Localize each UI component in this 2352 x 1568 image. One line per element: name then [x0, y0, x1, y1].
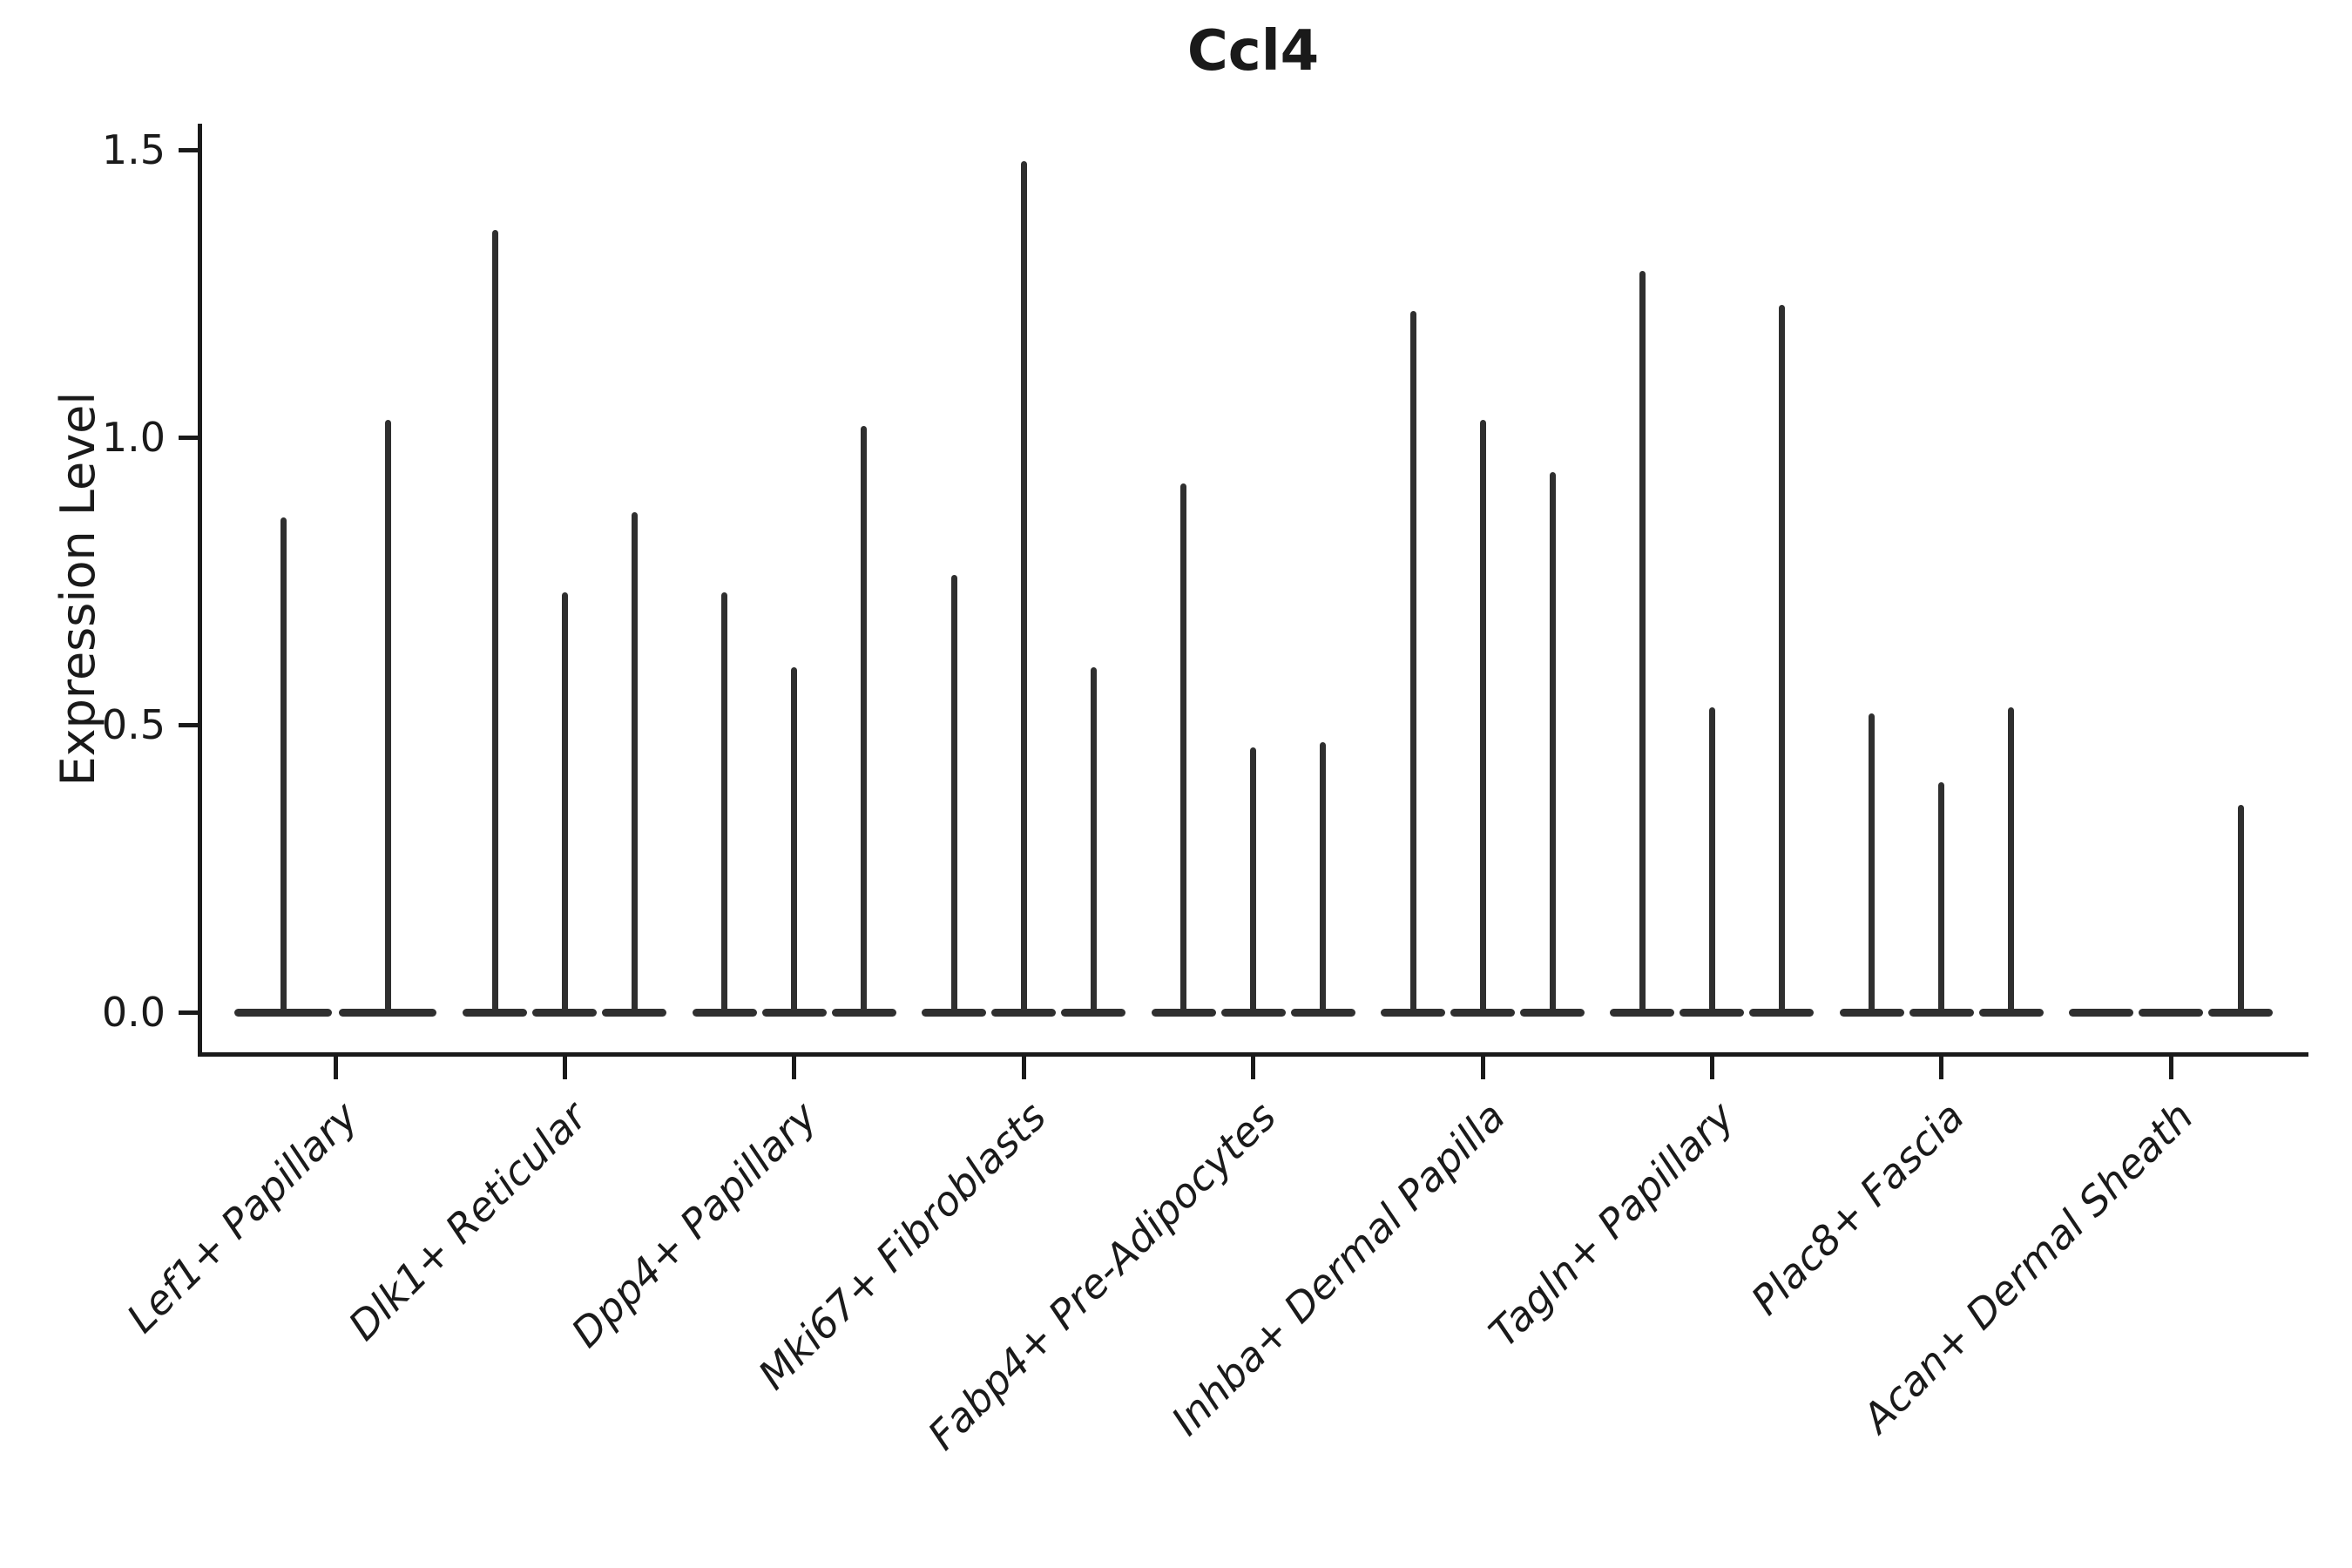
- y-tick-label: 1.5: [101, 126, 166, 173]
- violin-spike: [384, 420, 391, 1015]
- x-axis-tick-label: Acan+ Dermal Sheath: [1853, 1092, 2203, 1442]
- x-axis-tick: [333, 1057, 338, 1079]
- x-axis-tick: [1939, 1057, 1944, 1079]
- y-tick-label: 1.0: [101, 414, 166, 461]
- x-axis-tick: [2168, 1057, 2173, 1079]
- violin-spike: [1708, 707, 1715, 1015]
- violin-spike: [1479, 420, 1486, 1015]
- plot-area: [198, 124, 2308, 1057]
- x-axis-tick: [1021, 1057, 1026, 1079]
- y-axis-tick: [179, 722, 198, 727]
- violin-spike: [1409, 310, 1416, 1015]
- violin-spike: [2237, 805, 2244, 1015]
- violin-spike: [1250, 747, 1257, 1015]
- x-axis-tick-label: Dlk1+ Reticular: [339, 1092, 597, 1350]
- y-axis-tick: [179, 147, 198, 152]
- chart-title: Ccl4: [1186, 19, 1320, 84]
- violin-spike: [861, 425, 868, 1015]
- x-axis-tick: [1251, 1057, 1256, 1079]
- violin-spike: [561, 592, 568, 1015]
- x-axis-tick: [792, 1057, 797, 1079]
- violin-spike: [1180, 483, 1187, 1015]
- x-axis-tick-label: Dpp4+ Papillary: [562, 1092, 826, 1357]
- violin-spike: [1869, 713, 1876, 1015]
- y-axis-tick: [179, 435, 198, 440]
- y-axis-label: Expression Level: [51, 391, 105, 787]
- y-tick-label: 0.0: [101, 989, 166, 1036]
- x-axis-tick: [562, 1057, 567, 1079]
- y-tick-label: 0.5: [101, 701, 166, 748]
- violin-base: [2139, 1008, 2204, 1017]
- violin-spike: [1549, 471, 1556, 1015]
- y-axis-tick: [179, 1010, 198, 1015]
- violin-spike: [721, 592, 728, 1015]
- violin-spike: [1639, 270, 1646, 1015]
- violin-spike: [1090, 667, 1097, 1015]
- x-axis-tick: [1480, 1057, 1485, 1079]
- violin-spike: [280, 517, 287, 1015]
- violin-spike: [1320, 741, 1327, 1015]
- violin-spike: [491, 230, 498, 1015]
- violin-spike: [2008, 707, 2015, 1015]
- violin-spike: [1020, 161, 1027, 1015]
- violin-spike: [1938, 782, 1945, 1015]
- x-axis-tick: [1709, 1057, 1714, 1079]
- violin-spike: [631, 511, 638, 1015]
- violin-spike: [791, 667, 798, 1015]
- violin-spike: [1778, 305, 1785, 1015]
- x-axis-tick-label: Fabp4+ Pre-Adipocytes: [918, 1092, 1285, 1459]
- x-axis-tick-label: Mki67+ Fibroblasts: [749, 1092, 1056, 1399]
- x-axis-tick-label: Tagln+ Papillary: [1480, 1092, 1744, 1356]
- violin-base: [2069, 1008, 2134, 1017]
- x-axis-tick-label: Inhba+ Dermal Papilla: [1162, 1092, 1515, 1445]
- x-axis-tick-label: Plac8+ Fascia: [1741, 1092, 1973, 1324]
- violin-spike: [950, 575, 957, 1015]
